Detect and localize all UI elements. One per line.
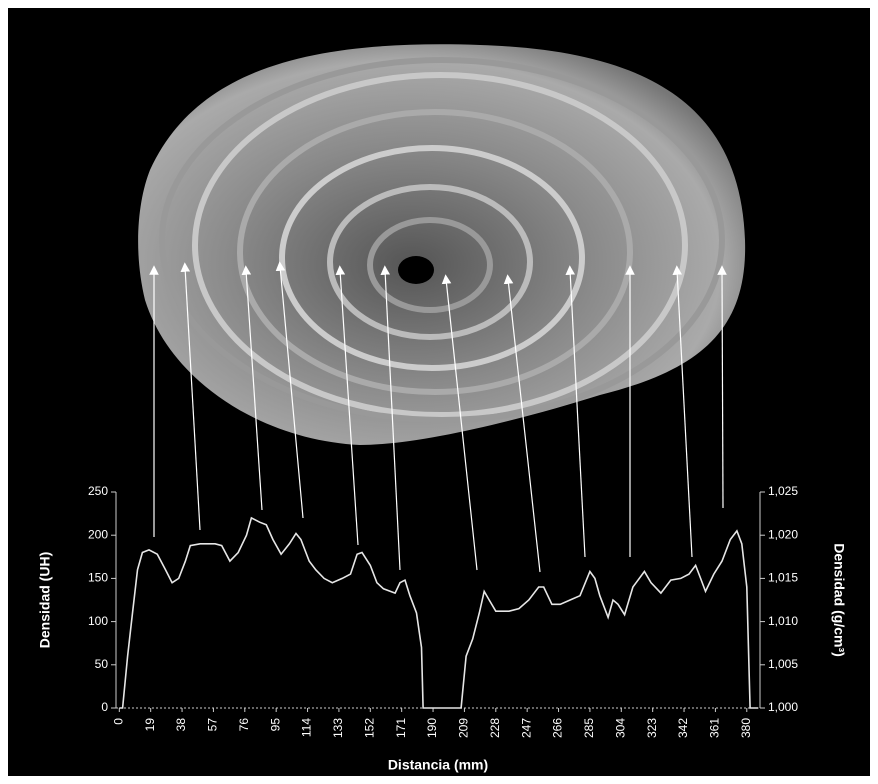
- y2-tick-label: 1,025: [768, 484, 798, 498]
- y2-axis-label: Densidad (g/cm³): [831, 543, 847, 657]
- pith: [398, 256, 434, 284]
- x-tick-label: 247: [519, 718, 533, 738]
- x-tick-label: 190: [425, 718, 439, 738]
- density-line: [119, 516, 759, 709]
- x-tick-label: 266: [551, 718, 565, 738]
- x-tick-label: 209: [457, 718, 471, 738]
- rings: [159, 57, 725, 423]
- y2-tick-label: 1,020: [768, 527, 798, 541]
- x-tick-label: 114: [300, 718, 314, 737]
- x-tick-label: 285: [582, 718, 596, 738]
- x-tick-label: 228: [488, 718, 502, 738]
- y-tick-label: 200: [88, 527, 108, 541]
- y2-tick-label: 1,015: [768, 571, 798, 585]
- x-tick-label: 152: [362, 718, 376, 738]
- y-tick-label: 50: [95, 657, 109, 671]
- x-tick-label: 323: [645, 718, 659, 738]
- x-tick-label: 133: [331, 718, 345, 738]
- y-tick-label: 150: [88, 571, 108, 585]
- x-axis-label: Distancia (mm): [388, 757, 488, 773]
- x-tick-label: 0: [111, 718, 125, 725]
- x-tick-label: 380: [739, 718, 753, 738]
- arrows: [149, 261, 727, 573]
- y-tick-label: 100: [88, 614, 108, 628]
- x-tick-label: 361: [708, 718, 722, 738]
- x-tick-label: 19: [143, 718, 157, 732]
- y-tick-label: 0: [101, 700, 108, 714]
- x-tick-label: 171: [394, 718, 408, 738]
- x-tick-label: 38: [174, 718, 188, 732]
- x-tick-label: 304: [613, 718, 627, 738]
- x-tick-label: 76: [237, 718, 251, 732]
- y-axis-label: Densidad (UH): [37, 552, 53, 648]
- x-tick-label: 95: [268, 718, 282, 732]
- x-tick-label: 342: [676, 718, 690, 738]
- y2-tick-label: 1,000: [768, 700, 798, 714]
- y2-tick-label: 1,010: [768, 614, 798, 628]
- y2-tick-label: 1,005: [768, 657, 798, 671]
- tree-cross-section: [138, 44, 746, 445]
- y-tick-label: 250: [88, 484, 108, 498]
- x-tick-label: 57: [206, 718, 220, 732]
